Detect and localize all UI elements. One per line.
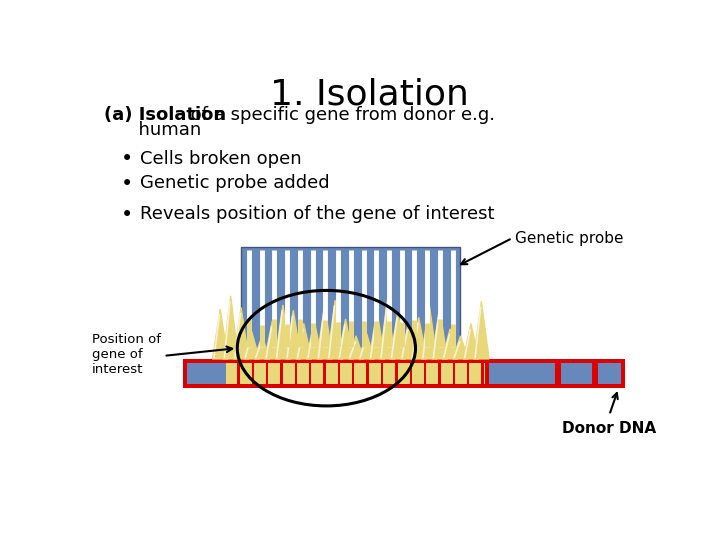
Bar (453, 363, 455, 384)
Bar (561, 363, 593, 384)
Polygon shape (390, 312, 405, 359)
Bar (323, 363, 325, 384)
Text: •: • (121, 150, 133, 170)
Text: Position of
gene of
interest: Position of gene of interest (91, 333, 161, 376)
Text: Genetic probe added: Genetic probe added (140, 174, 330, 192)
Polygon shape (338, 319, 354, 359)
Polygon shape (244, 331, 259, 359)
Polygon shape (296, 323, 312, 359)
Polygon shape (212, 309, 228, 359)
Text: (a) Isolation: (a) Isolation (104, 106, 226, 124)
Polygon shape (474, 301, 489, 359)
Bar (309, 363, 311, 384)
Bar (381, 363, 383, 384)
Bar (395, 363, 397, 384)
Polygon shape (275, 305, 291, 359)
Polygon shape (348, 336, 364, 359)
Polygon shape (223, 296, 238, 359)
Bar (241, 247, 461, 350)
Polygon shape (286, 310, 301, 359)
Bar (183, 359, 625, 388)
Bar (266, 363, 269, 384)
Bar (598, 363, 621, 384)
Bar (467, 363, 469, 384)
Text: Donor DNA: Donor DNA (562, 421, 657, 436)
Bar (555, 363, 561, 384)
Polygon shape (265, 320, 280, 359)
Text: human: human (104, 121, 201, 139)
Bar (294, 363, 297, 384)
Bar (238, 363, 240, 384)
Bar (593, 363, 598, 384)
Polygon shape (463, 323, 479, 359)
Text: Genetic probe: Genetic probe (516, 231, 624, 246)
Bar (489, 363, 555, 384)
Bar (225, 363, 485, 384)
Polygon shape (328, 300, 343, 359)
Bar (352, 363, 354, 384)
Bar (482, 363, 484, 384)
Bar (366, 363, 369, 384)
Polygon shape (307, 321, 322, 359)
Polygon shape (400, 324, 416, 359)
Polygon shape (369, 311, 384, 359)
Bar (338, 363, 340, 384)
Bar (410, 363, 412, 384)
Polygon shape (442, 329, 458, 359)
Text: •: • (121, 205, 133, 225)
Polygon shape (379, 301, 395, 359)
Polygon shape (254, 336, 270, 359)
Text: •: • (121, 174, 133, 194)
Polygon shape (233, 307, 249, 359)
Polygon shape (411, 318, 426, 359)
Polygon shape (432, 308, 447, 359)
Polygon shape (453, 336, 468, 359)
Polygon shape (421, 304, 437, 359)
Bar (438, 363, 441, 384)
Bar (280, 363, 283, 384)
Bar (251, 363, 254, 384)
Bar (424, 363, 426, 384)
Text: 1. Isolation: 1. Isolation (269, 78, 469, 112)
Text: of a specific gene from donor e.g.: of a specific gene from donor e.g. (184, 106, 495, 124)
Polygon shape (317, 305, 333, 359)
Text: Reveals position of the gene of interest: Reveals position of the gene of interest (140, 205, 495, 223)
Bar (187, 363, 230, 384)
Text: Cells broken open: Cells broken open (140, 150, 302, 167)
Polygon shape (359, 333, 374, 359)
